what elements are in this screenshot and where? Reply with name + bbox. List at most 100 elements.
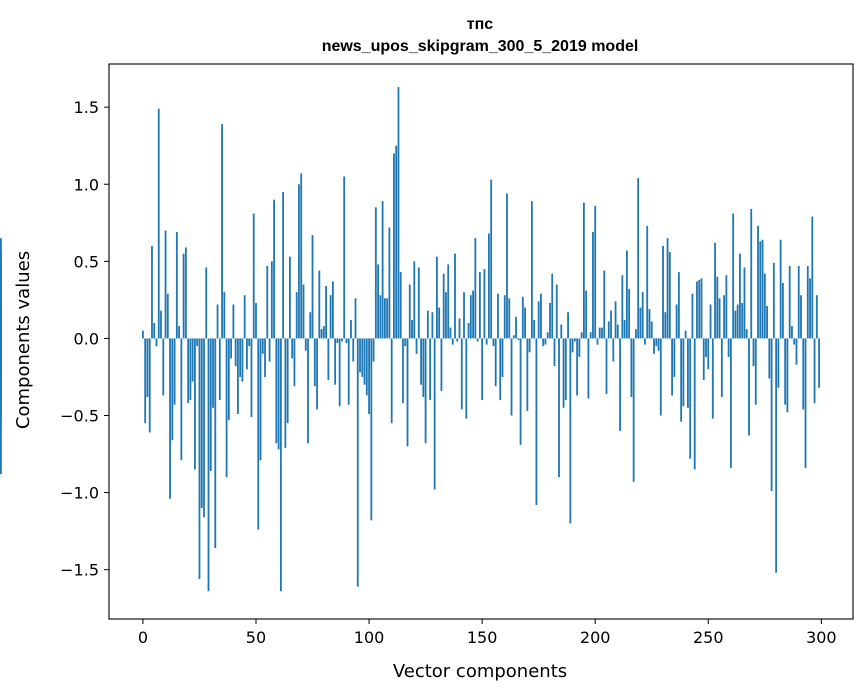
bar-140 xyxy=(458,318,461,339)
bar-12 xyxy=(169,338,171,499)
bar-26 xyxy=(200,338,203,508)
bar-38 xyxy=(227,338,230,421)
bar-219 xyxy=(637,178,640,339)
bar-295 xyxy=(809,278,811,339)
bar-27 xyxy=(203,338,205,518)
bar-undefined xyxy=(0,270,2,339)
bar-0 xyxy=(142,330,144,339)
bar-217 xyxy=(632,338,635,482)
bar-218 xyxy=(635,329,637,339)
bar-36 xyxy=(223,292,226,339)
bar-228 xyxy=(657,338,660,351)
bar-49 xyxy=(252,213,255,339)
bar-208 xyxy=(612,338,615,362)
y-tick-label: 0.0 xyxy=(74,329,99,348)
bar-269 xyxy=(750,208,753,339)
bar-289 xyxy=(795,338,798,365)
bar-161 xyxy=(506,193,508,339)
bar-110 xyxy=(390,338,393,424)
x-tick-label: 300 xyxy=(806,628,837,647)
bar-190 xyxy=(571,338,574,353)
bar-243 xyxy=(691,293,694,339)
bar-3 xyxy=(148,338,151,433)
bar-239 xyxy=(682,338,685,407)
y-tick-label: −1.0 xyxy=(60,484,99,503)
bar-41 xyxy=(234,338,237,367)
bar-77 xyxy=(316,338,318,410)
bar-286 xyxy=(788,265,791,339)
bar-287 xyxy=(791,326,793,339)
bar-180 xyxy=(549,302,551,339)
bar-278 xyxy=(770,338,773,492)
bar-201 xyxy=(596,338,599,345)
bar-undefined xyxy=(0,329,2,339)
bar-128 xyxy=(431,312,434,339)
bar-245 xyxy=(696,281,698,339)
bar-7 xyxy=(157,108,160,339)
bar-290 xyxy=(797,265,800,339)
bar-6 xyxy=(155,338,158,347)
bar-179 xyxy=(546,332,549,339)
bar-261 xyxy=(732,213,735,339)
bar-291 xyxy=(800,295,802,339)
bar-265 xyxy=(741,302,744,339)
bar-76 xyxy=(313,338,316,387)
bar-173 xyxy=(533,319,536,339)
bar-172 xyxy=(530,201,533,339)
bar-264 xyxy=(739,253,741,339)
bar-95 xyxy=(356,338,359,587)
bar-288 xyxy=(793,338,796,345)
bar-29 xyxy=(207,338,210,592)
bar-47 xyxy=(248,338,251,347)
bar-240 xyxy=(684,330,687,339)
bar-48 xyxy=(250,338,253,418)
bar-272 xyxy=(757,225,759,339)
bar-62 xyxy=(282,191,285,339)
x-tick-label: 0 xyxy=(138,628,148,647)
x-axis-ticks: 0 50 100 150 200 250 300 xyxy=(138,619,837,647)
bar-105 xyxy=(379,295,382,339)
bar-67 xyxy=(293,338,296,387)
bar-189 xyxy=(569,338,572,524)
bar-271 xyxy=(754,338,757,405)
bar-214 xyxy=(625,250,628,339)
bar-119 xyxy=(411,319,413,339)
bar-255 xyxy=(718,298,721,339)
y-tick-label: 0.5 xyxy=(74,252,99,271)
bar-158 xyxy=(499,338,502,401)
bar-147 xyxy=(474,238,477,339)
bar-44 xyxy=(241,338,244,382)
bar-266 xyxy=(743,267,746,339)
bar-209 xyxy=(614,301,617,339)
bar-299 xyxy=(818,338,820,388)
bar-260 xyxy=(729,338,732,468)
bar-61 xyxy=(279,338,282,592)
bar-268 xyxy=(748,338,750,436)
bar-117 xyxy=(406,338,409,447)
bar-200 xyxy=(594,205,597,339)
bar-123 xyxy=(420,338,422,385)
bar-282 xyxy=(779,239,782,339)
bar-91 xyxy=(347,338,350,405)
bar-232 xyxy=(666,238,669,339)
bar-277 xyxy=(768,338,771,379)
bar-118 xyxy=(408,284,411,339)
bar-89 xyxy=(343,176,346,339)
bar-250 xyxy=(707,338,710,370)
bar-92 xyxy=(350,319,352,339)
bar-241 xyxy=(687,338,689,408)
bar-undefined xyxy=(0,338,2,418)
bar-204 xyxy=(603,270,606,339)
bar-231 xyxy=(664,312,667,339)
bar-137 xyxy=(451,338,454,345)
bar-124 xyxy=(422,338,425,397)
bar-8 xyxy=(160,310,162,339)
bar-186 xyxy=(562,338,565,408)
bar-205 xyxy=(605,338,608,394)
bar-141 xyxy=(460,338,463,410)
bar-37 xyxy=(225,338,228,478)
bar-185 xyxy=(560,324,563,339)
bar-69 xyxy=(298,184,300,339)
bar-165 xyxy=(515,316,517,339)
bar-14 xyxy=(173,338,176,405)
